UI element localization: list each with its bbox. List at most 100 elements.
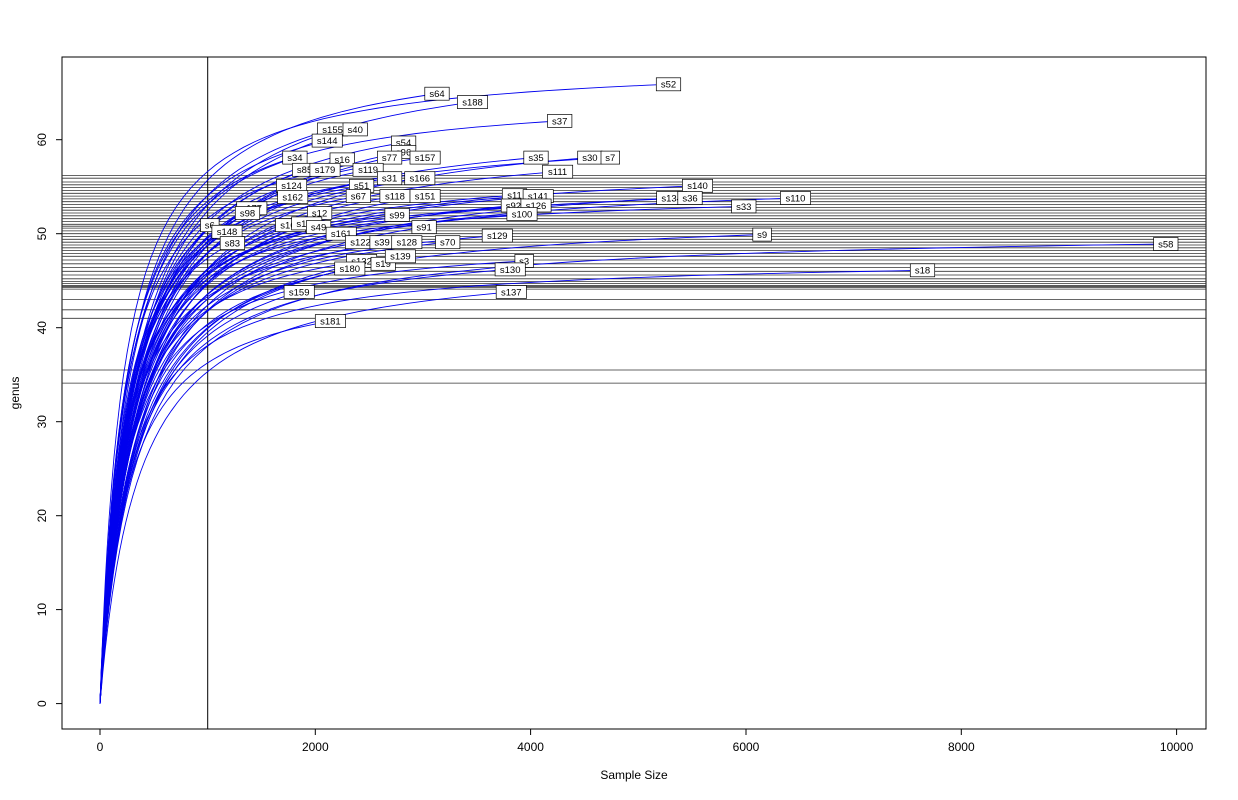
sample-label-box — [314, 314, 346, 328]
rarefaction-curve — [99, 291, 512, 704]
sample-label-box — [481, 228, 513, 243]
rarefaction-curve — [99, 205, 537, 704]
sample-label-box — [384, 249, 416, 264]
sample-label: s37 — [552, 116, 567, 127]
sample-label: s12 — [312, 208, 327, 219]
sample-label: s137 — [501, 287, 522, 298]
sample-label: s91 — [416, 223, 431, 234]
rarefaction-curve — [99, 255, 401, 704]
sample-label: s157 — [415, 153, 436, 164]
y-tick-label: 20 — [35, 509, 49, 523]
sample-label: s7 — [605, 153, 615, 164]
sample-label: s161 — [331, 229, 352, 240]
sample-label: s34 — [287, 153, 302, 164]
sample-label-box — [329, 152, 355, 167]
sample-label: s30 — [582, 153, 597, 164]
sample-label: s119 — [358, 165, 378, 176]
rarefaction-curve — [99, 171, 558, 704]
sample-label: s3 — [519, 256, 529, 267]
sample-label-box — [352, 162, 384, 177]
sample-label: s31 — [382, 174, 397, 185]
y-tick-label: 40 — [35, 321, 49, 335]
sample-label: s144 — [317, 136, 338, 147]
sample-label: s151 — [415, 192, 436, 203]
sample-label-box — [752, 227, 772, 242]
sample-label: s179 — [315, 165, 336, 176]
sample-label: s36 — [682, 193, 697, 204]
sample-label: s155 — [322, 125, 343, 136]
sample-label: s9 — [757, 230, 767, 241]
sample-label: s166 — [409, 174, 430, 185]
sample-label: s110 — [786, 193, 806, 204]
sample-label: s141 — [528, 192, 549, 203]
sample-label: s67 — [351, 192, 366, 203]
sample-label: s77 — [382, 153, 397, 164]
sample-label: s100 — [512, 209, 533, 220]
sample-label-box — [334, 261, 366, 276]
sample-label: s134 — [661, 193, 682, 204]
sample-label-box — [495, 285, 527, 299]
x-tick-label: 0 — [97, 740, 104, 754]
sample-label-box — [377, 171, 403, 186]
sample-label-box — [311, 133, 343, 148]
sample-label-box — [677, 191, 703, 205]
y-axis-title: genus — [8, 376, 22, 410]
rarefaction-curve — [99, 197, 796, 704]
sample-label: s128 — [396, 238, 417, 249]
sample-label-box — [411, 220, 437, 234]
sample-label-box — [424, 86, 450, 101]
sample-label: s58 — [1158, 239, 1173, 250]
sample-label-box — [780, 191, 811, 205]
sample-label: s148 — [217, 227, 238, 238]
sample-label: s98 — [240, 208, 255, 219]
sample-label-box — [731, 199, 757, 214]
sample-label-box — [494, 262, 526, 277]
x-tick-label: 6000 — [733, 740, 760, 754]
sample-label-box — [219, 236, 245, 250]
sample-label: s102 — [280, 221, 301, 232]
rarefaction-curve — [99, 233, 342, 704]
sample-label-box — [506, 207, 538, 221]
sample-label-box — [409, 189, 441, 203]
sample-label: s6 — [205, 221, 215, 232]
rarefaction-curve — [99, 269, 923, 704]
sample-label: s54 — [396, 138, 411, 149]
sample-label-box — [547, 114, 573, 128]
x-tick-label: 8000 — [948, 740, 975, 754]
sample-label: s49 — [311, 223, 326, 234]
sample-label-box — [345, 189, 371, 203]
sample-label: s19 — [376, 259, 391, 270]
sample-label-box — [342, 122, 368, 137]
sample-label: s40 — [348, 125, 363, 136]
plot-box — [61, 56, 1207, 730]
y-tick-label: 0 — [35, 700, 49, 707]
sample-label: s33 — [736, 202, 751, 213]
x-axis-title: Sample Size — [600, 768, 668, 782]
y-tick-label: 50 — [35, 227, 49, 241]
sample-label: s118 — [385, 192, 405, 203]
rarefaction-curve — [99, 260, 525, 704]
sample-label-box — [600, 150, 620, 165]
sample-label: s39 — [374, 238, 389, 249]
sample-label: s96 — [396, 147, 411, 158]
sample-label: s188 — [462, 98, 483, 109]
sample-label-box — [1153, 237, 1179, 251]
sample-label-box — [523, 150, 549, 165]
sample-label: s92 — [506, 201, 521, 212]
sample-label-box — [457, 95, 488, 109]
sample-label-box — [283, 285, 315, 299]
sample-label: s16 — [335, 155, 350, 166]
x-tick-label: 4000 — [517, 740, 544, 754]
sample-label: s18 — [915, 266, 930, 277]
sample-label: s162 — [282, 192, 303, 203]
sample-label: s85 — [297, 165, 312, 176]
sample-label-box — [277, 190, 309, 204]
sample-label: s129 — [487, 231, 508, 242]
sample-label: s126 — [526, 201, 547, 212]
sample-label-box — [655, 77, 682, 92]
sample-label-box — [234, 206, 261, 220]
sample-label: s180 — [339, 264, 360, 275]
sample-label-box — [377, 150, 403, 165]
sample-label-box — [909, 263, 936, 278]
x-tick-label: 10000 — [1160, 740, 1194, 754]
